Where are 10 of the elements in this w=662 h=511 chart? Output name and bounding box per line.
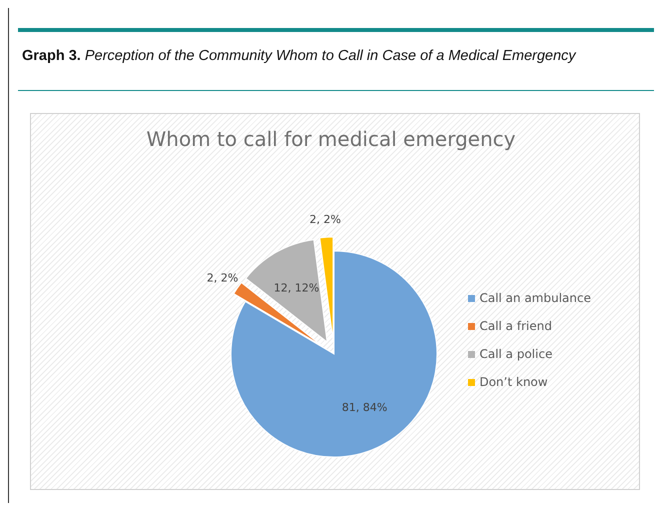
data-label: 81, 84%	[342, 401, 388, 414]
data-label: 2, 2%	[310, 212, 341, 226]
data-label: 12, 12%	[274, 282, 320, 295]
legend-label: Call an ambulance	[479, 291, 591, 305]
data-label: 2, 2%	[206, 271, 238, 284]
legend-label: Call a police	[479, 347, 552, 361]
chart-title: Graph 3. Perception of the Community Whom to Call in Case of a Medical Emergency	[22, 48, 576, 64]
legend-label: Don’t know	[479, 375, 548, 389]
legend-label: Call a friend	[479, 319, 552, 333]
chart-subtitle: Whom to call for medical emergency	[146, 127, 516, 151]
